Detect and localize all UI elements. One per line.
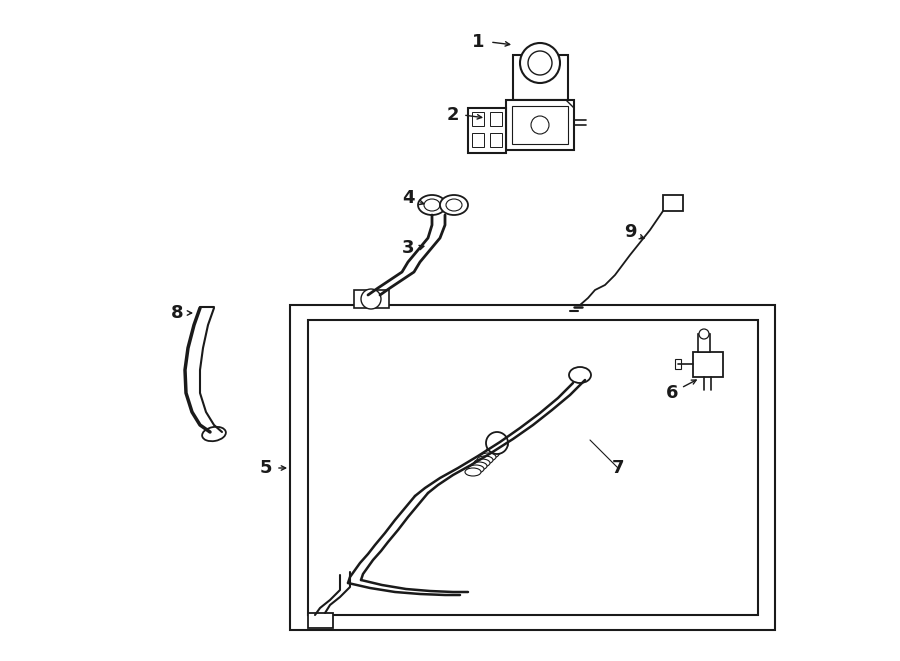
Bar xyxy=(675,359,681,369)
Circle shape xyxy=(486,432,508,454)
Bar xyxy=(354,290,389,308)
Text: 8: 8 xyxy=(171,304,184,322)
Bar xyxy=(308,320,758,615)
Text: 5: 5 xyxy=(260,459,272,477)
Bar xyxy=(468,108,506,153)
Bar xyxy=(663,195,683,211)
Circle shape xyxy=(699,329,709,339)
Bar xyxy=(512,106,568,144)
Circle shape xyxy=(361,289,381,309)
Text: 3: 3 xyxy=(401,239,414,257)
Ellipse shape xyxy=(471,462,487,470)
Ellipse shape xyxy=(480,453,496,461)
Ellipse shape xyxy=(446,199,462,211)
Bar xyxy=(490,133,502,147)
Bar xyxy=(693,352,723,377)
Ellipse shape xyxy=(483,450,499,458)
Text: 9: 9 xyxy=(624,223,636,241)
Bar xyxy=(472,112,484,126)
Bar xyxy=(290,305,775,630)
Bar xyxy=(506,100,574,150)
Bar xyxy=(490,112,502,126)
Ellipse shape xyxy=(492,441,508,449)
Ellipse shape xyxy=(468,465,484,473)
Bar xyxy=(472,133,484,147)
Circle shape xyxy=(531,116,549,134)
Text: 4: 4 xyxy=(401,189,414,207)
Text: 6: 6 xyxy=(666,384,679,402)
Ellipse shape xyxy=(477,456,493,464)
Text: 1: 1 xyxy=(472,33,484,51)
Ellipse shape xyxy=(569,367,591,383)
Ellipse shape xyxy=(474,459,490,467)
Ellipse shape xyxy=(202,427,226,441)
Bar xyxy=(513,55,568,100)
Circle shape xyxy=(528,51,552,75)
Circle shape xyxy=(520,43,560,83)
Bar xyxy=(698,334,710,352)
Text: 7: 7 xyxy=(612,459,625,477)
Ellipse shape xyxy=(424,199,440,211)
Ellipse shape xyxy=(486,447,502,455)
Ellipse shape xyxy=(418,195,446,215)
Ellipse shape xyxy=(465,468,481,476)
Ellipse shape xyxy=(440,195,468,215)
Bar xyxy=(308,613,333,628)
Text: 2: 2 xyxy=(446,106,459,124)
Ellipse shape xyxy=(489,444,505,452)
